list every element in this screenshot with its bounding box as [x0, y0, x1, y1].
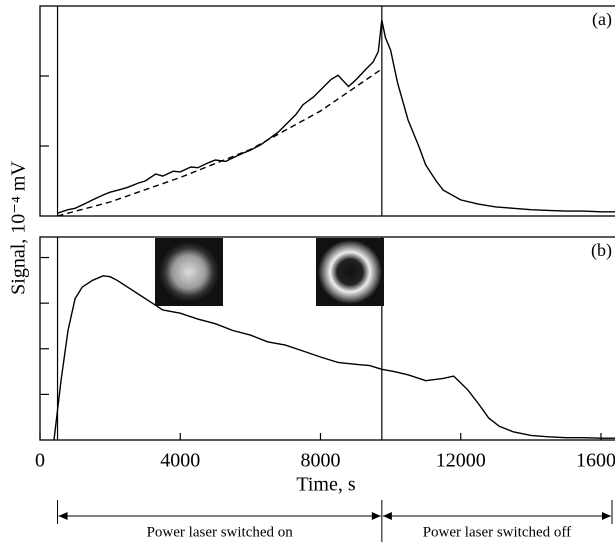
x-tick-label: 16000 — [576, 450, 615, 472]
x-tick-label: 4000 — [160, 450, 200, 472]
annotation: Power laser switched off — [423, 524, 571, 540]
panel-label: (b) — [591, 240, 612, 261]
inset-image — [159, 242, 219, 302]
inset-image — [318, 240, 382, 304]
plot-frame — [39, 236, 615, 441]
data-line — [57, 68, 383, 217]
annotation: Power laser switched on — [147, 524, 294, 540]
data-line — [53, 275, 615, 441]
plots: (a) (b) 0 4000 8000 12000 16000 Time, s Signal, … — [8, 5, 615, 542]
data-line — [57, 19, 615, 214]
y-axis-label: Signal, 10⁻⁴ mV — [8, 161, 30, 295]
x-tick-label: 12000 — [436, 450, 486, 472]
plot-frame — [39, 5, 615, 217]
panel-label: (a) — [592, 9, 612, 30]
arrowhead — [602, 512, 611, 520]
x-tick-label: 0 — [35, 450, 45, 472]
x-tick-label: 8000 — [300, 450, 340, 472]
arrowhead — [58, 512, 68, 520]
arrowhead — [371, 512, 381, 520]
x-axis-label: Time, s — [296, 474, 356, 496]
arrowhead — [382, 512, 392, 520]
